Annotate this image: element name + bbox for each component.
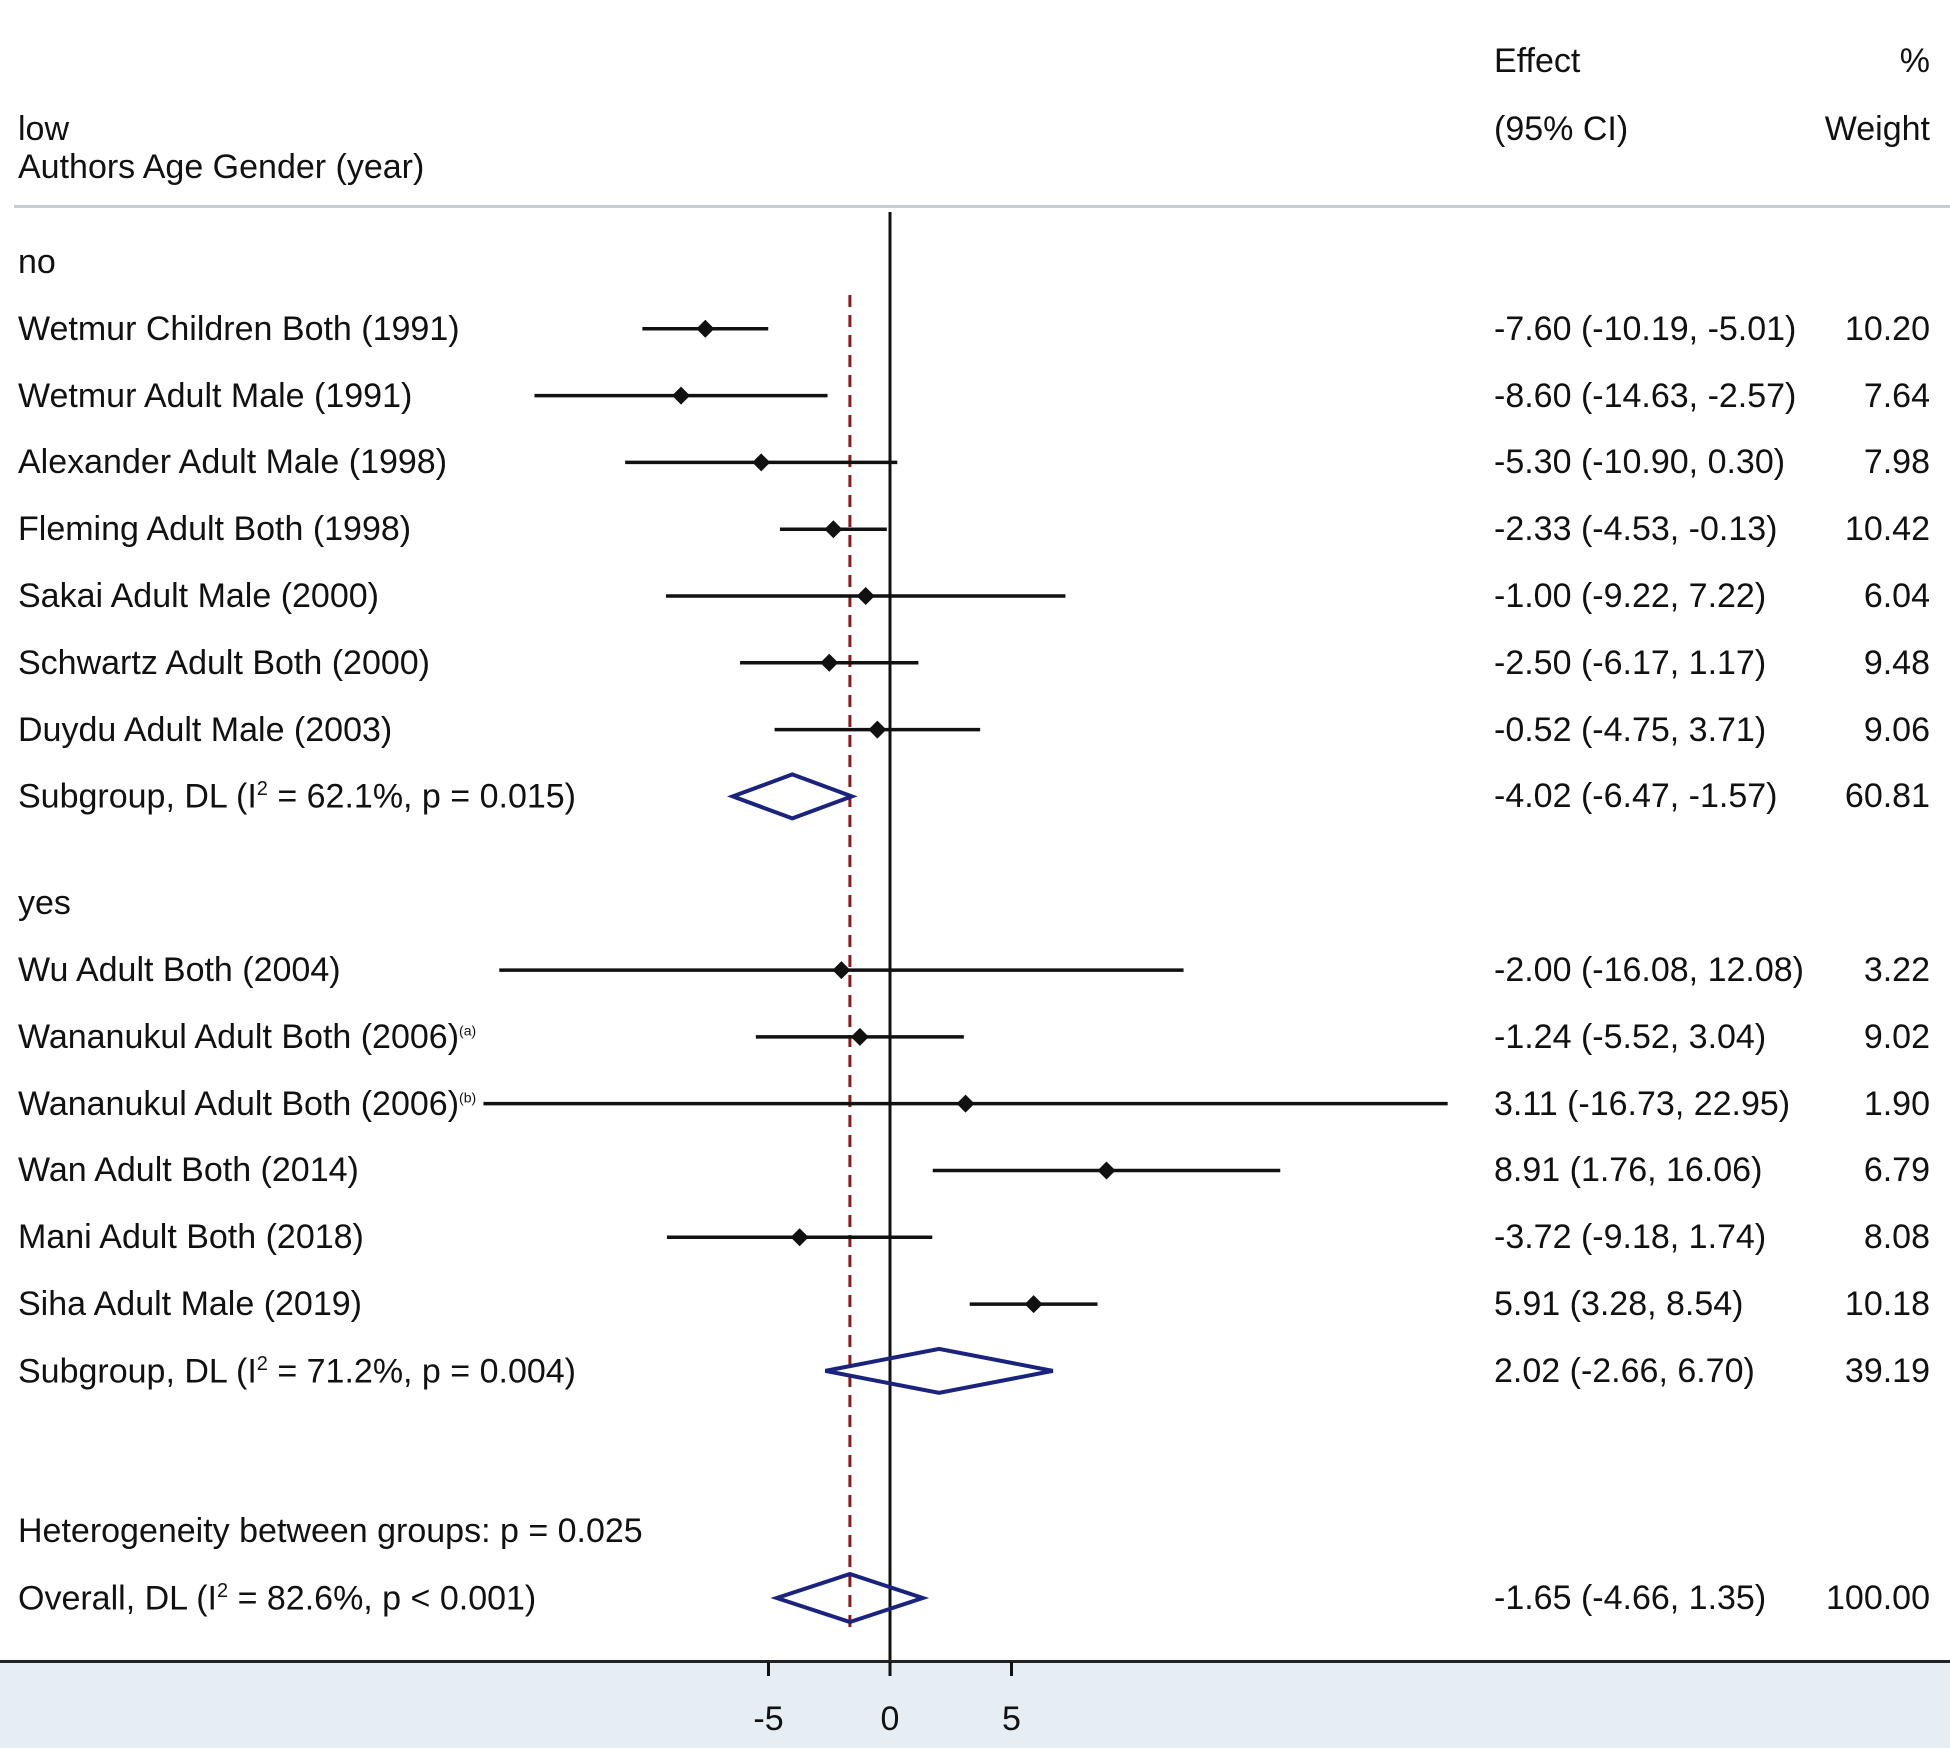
- subgroup-diamond: [727, 772, 858, 821]
- overall-label-superscript: 2: [217, 1580, 229, 1602]
- study-label-superscript: (b): [459, 1089, 477, 1106]
- study-label: Wetmur Children Both (1991): [18, 309, 460, 348]
- overall-weight-value: 100.00: [1826, 1579, 1930, 1617]
- study-label: Wan Adult Both (2014): [18, 1151, 359, 1190]
- subgroup-effect-ci-text: -4.02 (-6.47, -1.57): [1494, 777, 1778, 816]
- x-axis-line: [0, 1660, 1950, 1663]
- weight-value: 6.79: [1863, 1151, 1930, 1190]
- weight-value: 3.22: [1863, 951, 1930, 990]
- study-label: Sakai Adult Male (2000): [18, 577, 379, 615]
- overall-diamond: [770, 1571, 930, 1625]
- point-estimate-marker: [850, 1027, 869, 1046]
- subgroup-label: Subgroup, DL (I2 = 62.1%, p = 0.015): [18, 779, 576, 813]
- study-label: Wu Adult Both (2004): [18, 951, 341, 990]
- study-label: Fleming Adult Both (1998): [18, 510, 412, 549]
- x-tick-label: 0: [880, 1700, 900, 1738]
- weight-value: 9.06: [1863, 710, 1930, 749]
- study-label-superscript: (a): [459, 1022, 477, 1039]
- study-label: Wananukul Adult Both (2006)(a): [18, 1017, 477, 1056]
- point-estimate-marker: [820, 653, 839, 672]
- overall-label-text-end: = 82.6%, p < 0.001): [228, 1579, 537, 1618]
- point-estimate-marker: [752, 453, 771, 472]
- study-label: Wetmur Adult Male (1991): [18, 376, 413, 415]
- point-estimate-marker: [868, 720, 887, 739]
- effect-ci-text: -2.50 (-6.17, 1.17): [1494, 643, 1767, 682]
- weight-value: 7.98: [1863, 443, 1930, 482]
- overall-label: Overall, DL (I2 = 82.6%, p < 0.001): [18, 1581, 536, 1615]
- subgroup-label-text: Subgroup, DL (I: [18, 777, 257, 816]
- subgroup-weight-value: 39.19: [1844, 1351, 1930, 1390]
- study-label: Siha Adult Male (2019): [18, 1285, 362, 1324]
- subgroup-label: Subgroup, DL (I2 = 71.2%, p = 0.004): [18, 1354, 576, 1388]
- subgroup-weight-value: 60.81: [1844, 777, 1930, 816]
- weight-value: 1.90: [1863, 1084, 1930, 1123]
- weight-value: 10.18: [1844, 1285, 1930, 1324]
- subgroup-label-superscript: 2: [256, 778, 268, 801]
- subgroup-effect-ci-text: 2.02 (-2.66, 6.70): [1494, 1351, 1755, 1390]
- study-column-header: Authors Age Gender (year): [18, 148, 425, 186]
- point-estimate-marker: [1024, 1295, 1043, 1314]
- weight-header-line1: %: [1899, 42, 1930, 80]
- effect-header-line1: Effect: [1494, 42, 1581, 80]
- effect-ci-text: -3.72 (-9.18, 1.74): [1494, 1218, 1767, 1257]
- point-estimate-marker: [856, 587, 875, 605]
- effect-ci-text: -8.60 (-14.63, -2.57): [1494, 376, 1797, 415]
- weight-value: 9.48: [1863, 643, 1930, 682]
- group-label-no: no: [18, 243, 56, 281]
- effect-header-line2: (95% CI): [1494, 110, 1629, 148]
- effect-ci-text: -1.00 (-9.22, 7.22): [1494, 577, 1767, 615]
- x-tick-label: 5: [1002, 1700, 1021, 1738]
- point-estimate-marker: [1097, 1161, 1116, 1180]
- heterogeneity-text: Heterogeneity between groups: p = 0.025: [18, 1512, 643, 1550]
- effect-ci-text: 8.91 (1.76, 16.06): [1494, 1151, 1763, 1190]
- subgroup-label-superscript: 2: [256, 1352, 268, 1375]
- study-label: Mani Adult Both (2018): [18, 1218, 364, 1257]
- study-label: Alexander Adult Male (1998): [18, 443, 448, 482]
- study-label: Schwartz Adult Both (2000): [18, 643, 431, 682]
- weight-header-line2: Weight: [1824, 110, 1930, 148]
- weight-value: 9.02: [1863, 1017, 1930, 1056]
- group-variable-label: low: [18, 110, 70, 148]
- x-tick-label: -5: [753, 1700, 784, 1738]
- point-estimate-marker: [956, 1094, 975, 1113]
- effect-ci-text: -2.33 (-4.53, -0.13): [1494, 510, 1778, 549]
- effect-ci-text: -0.52 (-4.75, 3.71): [1494, 710, 1767, 749]
- effect-ci-text: -5.30 (-10.90, 0.30): [1494, 443, 1786, 482]
- weight-value: 8.08: [1863, 1218, 1930, 1257]
- subgroup-label-text-end: = 71.2%, p = 0.004): [267, 1352, 576, 1391]
- axis-panel-background: [0, 1662, 1950, 1748]
- point-estimate-marker: [824, 520, 843, 539]
- subgroup-label-text: Subgroup, DL (I: [18, 1352, 257, 1391]
- header-divider: [14, 205, 1950, 208]
- point-estimate-marker: [832, 961, 851, 980]
- effect-ci-text: 5.91 (3.28, 8.54): [1494, 1285, 1744, 1324]
- point-estimate-marker: [696, 319, 715, 338]
- point-estimate-marker: [790, 1228, 809, 1247]
- overall-label-text: Overall, DL (I: [18, 1579, 218, 1618]
- weight-value: 6.04: [1863, 577, 1930, 615]
- group-label-yes: yes: [18, 884, 71, 923]
- effect-ci-text: -7.60 (-10.19, -5.01): [1494, 309, 1797, 348]
- weight-value: 7.64: [1863, 376, 1930, 415]
- overall-effect-ci-text: -1.65 (-4.66, 1.35): [1494, 1579, 1767, 1617]
- effect-ci-text: 3.11 (-16.73, 22.95): [1494, 1084, 1791, 1123]
- study-label: Duydu Adult Male (2003): [18, 710, 393, 749]
- study-label: Wananukul Adult Both (2006)(b): [18, 1084, 477, 1123]
- effect-ci-text: -1.24 (-5.52, 3.04): [1494, 1017, 1767, 1056]
- subgroup-diamond: [824, 1346, 1054, 1395]
- weight-value: 10.20: [1844, 309, 1930, 348]
- weight-value: 10.42: [1844, 510, 1930, 549]
- effect-ci-text: -2.00 (-16.08, 12.08): [1494, 951, 1804, 990]
- point-estimate-marker: [672, 386, 691, 405]
- subgroup-label-text-end: = 62.1%, p = 0.015): [267, 777, 576, 816]
